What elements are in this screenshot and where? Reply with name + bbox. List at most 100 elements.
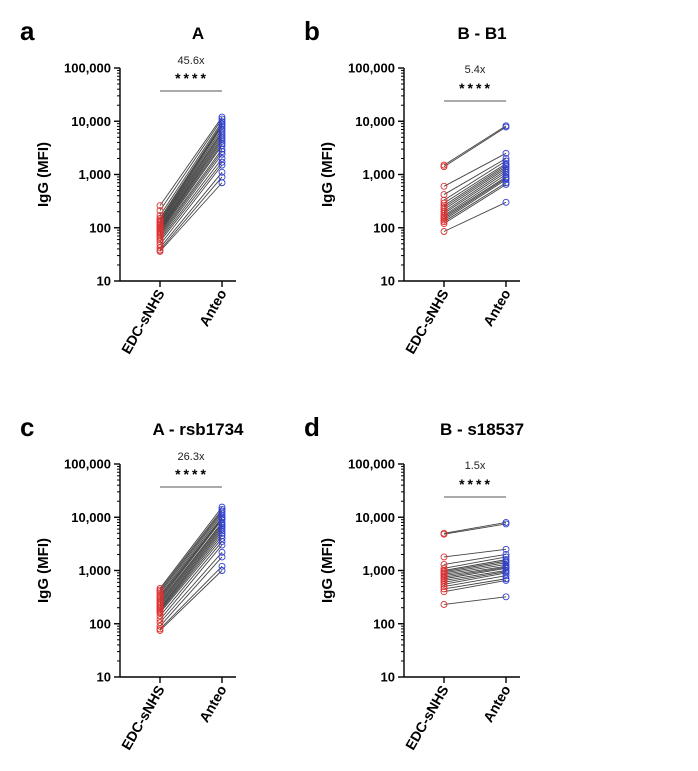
paired-line	[443, 521, 507, 534]
edc-point	[156, 609, 164, 617]
paired-line	[443, 152, 507, 187]
fold-change-label: 5.4x	[465, 64, 486, 76]
significance-stars: ****	[175, 70, 209, 86]
anteo-point	[502, 176, 510, 184]
paired-line	[159, 514, 223, 596]
paired-line	[159, 141, 223, 231]
paired-line	[159, 116, 223, 206]
anteo-point	[218, 529, 226, 537]
paired-line	[159, 153, 223, 238]
anteo-point	[218, 538, 226, 545]
anteo-point	[218, 179, 226, 187]
paired-line	[443, 126, 507, 168]
paired-line	[159, 126, 223, 222]
anteo-point	[218, 145, 226, 153]
anteo-point	[502, 564, 510, 572]
anteo-point	[218, 511, 226, 519]
y-tick-label: 100	[373, 616, 395, 631]
anteo-point	[218, 562, 226, 570]
y-axis-title: IgG (MFI)	[35, 142, 52, 207]
edc-point	[156, 244, 164, 252]
paired-line	[159, 532, 223, 611]
panel-title: B - s18537	[440, 420, 524, 439]
paired-line	[443, 560, 507, 573]
edc-point	[156, 207, 164, 215]
paired-line	[443, 575, 507, 587]
y-tick-label: 10,000	[355, 510, 395, 525]
paired-line	[159, 516, 223, 598]
anteo-point	[218, 567, 226, 574]
edc-point	[156, 247, 164, 255]
paired-line	[159, 523, 223, 604]
fold-change-label: 1.5x	[465, 460, 486, 472]
paired-line	[443, 559, 507, 571]
edc-point	[440, 228, 448, 235]
paired-line	[443, 160, 507, 201]
panel-letter: b	[304, 16, 320, 46]
paired-line	[159, 551, 223, 623]
edc-point	[440, 601, 448, 608]
paired-line	[159, 182, 223, 252]
paired-line	[443, 182, 507, 223]
anteo-point	[218, 118, 226, 126]
paired-line	[443, 168, 507, 210]
paired-line	[443, 174, 507, 216]
chart-panel-a: a A 10 100 1,000 10,000 100,000 IgG (MFI) EDC-sN…	[20, 16, 236, 356]
x-category-label: Anteo	[480, 683, 514, 725]
y-tick-label: 10	[381, 670, 395, 685]
edc-point	[156, 202, 164, 210]
y-tick-label: 10	[97, 274, 111, 289]
anteo-point	[218, 534, 226, 542]
anteo-point	[218, 548, 226, 556]
edc-point	[440, 216, 448, 224]
paired-line	[443, 563, 507, 575]
paired-line	[159, 518, 223, 599]
anteo-point	[502, 179, 510, 187]
paired-line	[443, 570, 507, 581]
y-tick-label: 10,000	[71, 510, 111, 525]
anteo-point	[502, 551, 510, 558]
paired-line	[443, 596, 507, 605]
paired-line	[159, 148, 223, 235]
x-category-label: EDC-sNHS	[402, 287, 452, 357]
anteo-point	[218, 541, 226, 549]
edc-point	[440, 530, 448, 538]
panel-title: B - B1	[457, 24, 506, 43]
paired-line	[159, 145, 223, 234]
anteo-point	[218, 509, 226, 517]
paired-line	[159, 506, 223, 589]
anteo-point	[502, 181, 510, 188]
anteo-point	[218, 168, 226, 176]
paired-line	[443, 562, 507, 574]
paired-line	[159, 565, 223, 630]
paired-line	[159, 519, 223, 601]
y-axis-title: IgG (MFI)	[319, 142, 336, 207]
anteo-point	[502, 593, 510, 601]
paired-line	[159, 570, 223, 631]
chart-panel-d: d B - s18537 10 100 1,000 10,000 100,000 IgG (M…	[304, 412, 524, 752]
edc-point	[440, 578, 448, 586]
anteo-point	[502, 520, 510, 528]
anteo-point	[218, 150, 226, 158]
y-tick-label: 100	[89, 616, 111, 631]
edc-point	[440, 585, 448, 593]
y-tick-label: 100,000	[64, 457, 111, 472]
paired-line	[443, 571, 507, 583]
paired-line	[159, 121, 223, 216]
y-tick-label: 10,000	[71, 114, 111, 129]
paired-line	[159, 128, 223, 223]
y-tick-label: 100	[89, 220, 111, 235]
paired-line	[443, 125, 507, 166]
anteo-point	[502, 577, 510, 584]
chart-panel-c: c A - rsb1734 10 100 1,000 10,000 100,000 IgG (…	[20, 412, 244, 752]
edc-point	[156, 616, 164, 623]
edc-point	[440, 580, 448, 588]
paired-line	[159, 161, 223, 242]
panel-title: A	[192, 24, 204, 43]
paired-line	[159, 158, 223, 240]
paired-line	[443, 523, 507, 535]
paired-line	[159, 530, 223, 610]
paired-line	[159, 509, 223, 591]
x-category-label: Anteo	[196, 683, 230, 725]
paired-line	[159, 118, 223, 211]
